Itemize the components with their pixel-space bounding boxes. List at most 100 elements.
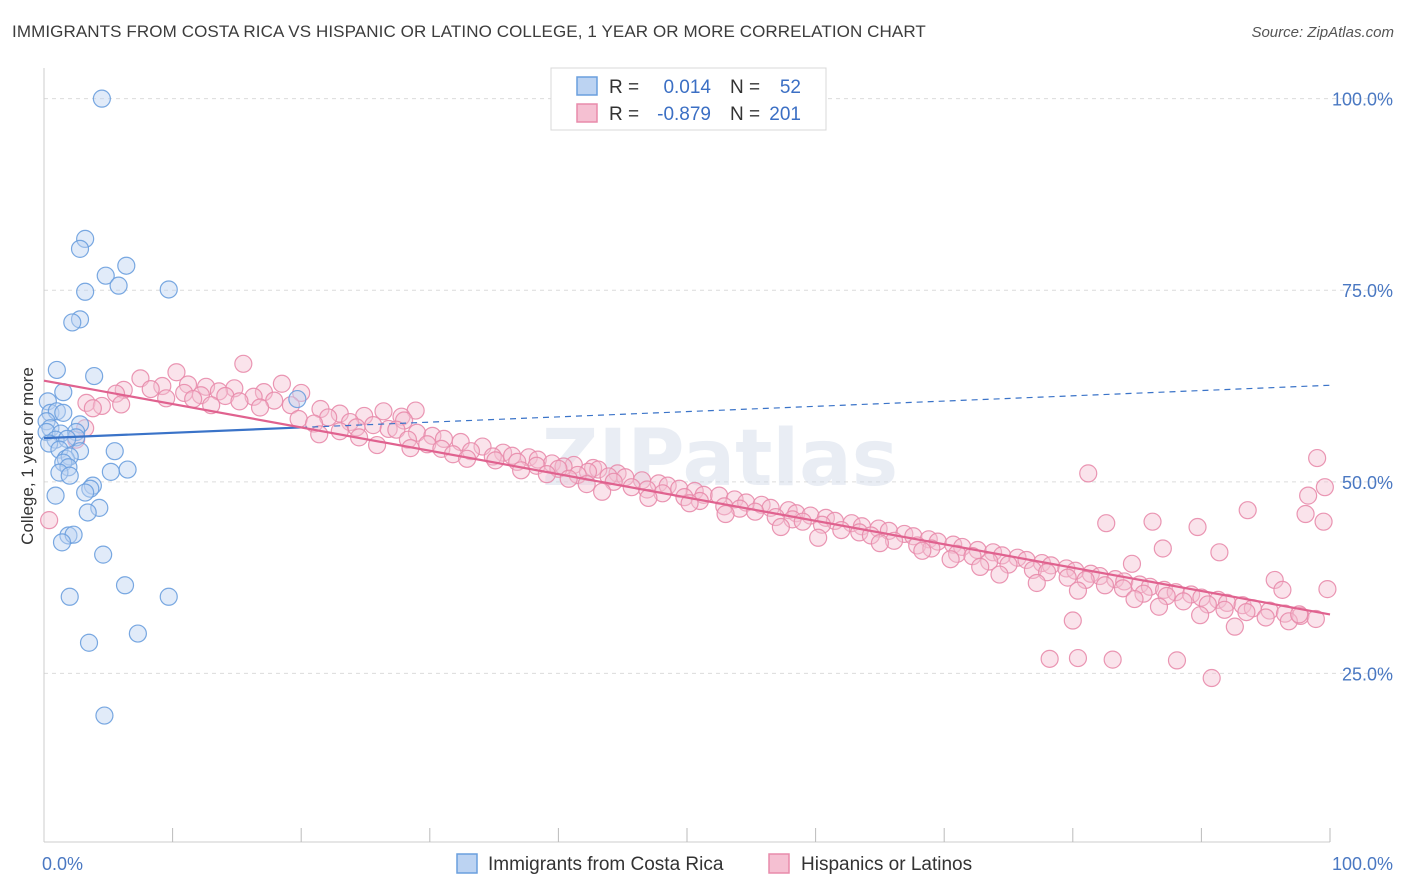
y-tick-label-1: 75.0% bbox=[1342, 281, 1393, 301]
point-hispanic-44 bbox=[387, 420, 406, 439]
point-hispanic-23 bbox=[112, 395, 131, 414]
point-costa-rica-5 bbox=[109, 276, 128, 295]
x-tick-label-0: 0.0% bbox=[42, 854, 83, 874]
point-hispanic-205 bbox=[1153, 539, 1172, 558]
point-hispanic-174 bbox=[1125, 589, 1144, 609]
point-hispanic-156 bbox=[990, 565, 1009, 584]
point-costa-rica-15 bbox=[41, 403, 60, 422]
point-costa-rica-41 bbox=[76, 483, 95, 502]
point-hispanic-162 bbox=[1027, 573, 1046, 593]
point-costa-rica-54 bbox=[95, 706, 114, 725]
point-costa-rica-45 bbox=[59, 526, 78, 545]
point-costa-rica-0 bbox=[92, 89, 111, 108]
point-hispanic-190 bbox=[1279, 612, 1298, 631]
point-costa-rica-42 bbox=[46, 486, 65, 505]
point-hispanic-138 bbox=[913, 541, 932, 560]
point-hispanic-213 bbox=[1225, 617, 1244, 636]
legend-r-label-0: R = bbox=[609, 77, 639, 98]
point-costa-rica-49 bbox=[115, 576, 135, 595]
legend-swatch-blue bbox=[576, 76, 598, 96]
point-hispanic-76 bbox=[512, 461, 531, 480]
point-costa-rica-3 bbox=[117, 256, 136, 275]
legend-r-value-1: -0.879 bbox=[657, 104, 711, 125]
point-hispanic-204 bbox=[1202, 668, 1221, 688]
point-hispanic-128 bbox=[809, 528, 828, 547]
point-hispanic-43 bbox=[379, 419, 398, 439]
point-hispanic-83 bbox=[559, 469, 578, 488]
point-costa-rica-4 bbox=[96, 266, 115, 285]
point-costa-rica-36 bbox=[101, 462, 120, 481]
point-hispanic-206 bbox=[1210, 543, 1229, 562]
point-costa-rica-52 bbox=[128, 624, 147, 643]
point-hispanic-188 bbox=[1256, 608, 1275, 627]
point-hispanic-210 bbox=[1265, 570, 1284, 590]
point-hispanic-28 bbox=[83, 399, 102, 418]
point-costa-rica-11 bbox=[85, 366, 104, 386]
tick-labels: 100.0% 75.0% 50.0% 25.0% 0.0% 100.0% bbox=[42, 90, 1393, 874]
legend-n-value-0: 52 bbox=[780, 77, 801, 98]
point-costa-rica-7 bbox=[76, 282, 95, 301]
bottom-legend-swatch-blue bbox=[456, 853, 478, 874]
bottom-legend-label-1: Hispanics or Latinos bbox=[801, 854, 972, 875]
point-hispanic-207 bbox=[1040, 649, 1059, 668]
point-hispanic-39 bbox=[304, 414, 324, 433]
point-hispanic-31 bbox=[374, 402, 393, 421]
point-hispanic-192 bbox=[1308, 448, 1327, 468]
point-hispanic-198 bbox=[1143, 512, 1162, 531]
point-costa-rica-48 bbox=[94, 545, 113, 564]
point-costa-rica-1 bbox=[76, 229, 95, 248]
point-hispanic-116 bbox=[793, 512, 812, 531]
legend-n-value-1: 201 bbox=[769, 104, 801, 125]
point-hispanic-47 bbox=[310, 425, 329, 444]
data-points bbox=[37, 89, 1337, 725]
point-hispanic-170 bbox=[1134, 584, 1153, 603]
axes bbox=[43, 68, 1331, 843]
point-hispanic-199 bbox=[1188, 517, 1207, 537]
point-hispanic-132 bbox=[870, 534, 890, 553]
point-hispanic-17 bbox=[244, 387, 263, 406]
point-hispanic-208 bbox=[1068, 648, 1088, 668]
point-costa-rica-10 bbox=[47, 360, 66, 380]
point-costa-rica-14 bbox=[38, 392, 57, 411]
point-costa-rica-30 bbox=[105, 442, 124, 461]
point-hispanic-189 bbox=[1306, 609, 1325, 629]
bottom-legend: Immigrants from Costa Rica Hispanics or … bbox=[456, 853, 972, 875]
point-hispanic-193 bbox=[1299, 486, 1318, 505]
point-hispanic-215 bbox=[1315, 478, 1334, 497]
point-hispanic-194 bbox=[1314, 512, 1333, 531]
point-hispanic-180 bbox=[1149, 597, 1169, 616]
point-costa-rica-43 bbox=[90, 498, 109, 517]
trend-line-costa-rica-extension bbox=[301, 384, 1331, 429]
point-costa-rica-9 bbox=[63, 313, 82, 332]
point-hispanic-186 bbox=[1191, 606, 1210, 625]
point-costa-rica-29 bbox=[70, 442, 90, 461]
point-hispanic-176 bbox=[1174, 592, 1193, 611]
point-hispanic-46 bbox=[407, 423, 427, 442]
point-hispanic-0 bbox=[234, 354, 253, 373]
chart-source: Source: ZipAtlas.com bbox=[1251, 24, 1394, 41]
point-hispanic-191 bbox=[40, 511, 59, 530]
point-costa-rica-53 bbox=[79, 633, 99, 652]
point-hispanic-8 bbox=[141, 379, 160, 399]
point-costa-rica-44 bbox=[78, 503, 97, 522]
point-costa-rica-17 bbox=[54, 403, 73, 422]
point-costa-rica-37 bbox=[118, 460, 137, 479]
point-costa-rica-27 bbox=[40, 434, 59, 453]
watermark: ZIPatlas bbox=[542, 414, 898, 504]
point-hispanic-182 bbox=[1215, 600, 1234, 619]
point-costa-rica-50 bbox=[60, 587, 79, 606]
point-hispanic-37 bbox=[394, 411, 414, 430]
trend-line-costa-rica bbox=[43, 426, 302, 440]
y-tick-label-3: 25.0% bbox=[1342, 664, 1393, 684]
point-hispanic-19 bbox=[184, 389, 203, 409]
point-hispanic-158 bbox=[1058, 568, 1077, 587]
point-hispanic-184 bbox=[1237, 602, 1256, 622]
point-hispanic-21 bbox=[230, 392, 249, 411]
point-costa-rica-13 bbox=[288, 389, 307, 409]
bottom-legend-label-0: Immigrants from Costa Rica bbox=[488, 854, 724, 875]
trend-line-hispanic bbox=[43, 379, 1331, 616]
point-costa-rica-39 bbox=[83, 476, 102, 495]
point-hispanic-10 bbox=[209, 382, 228, 401]
point-costa-rica-47 bbox=[52, 533, 72, 552]
